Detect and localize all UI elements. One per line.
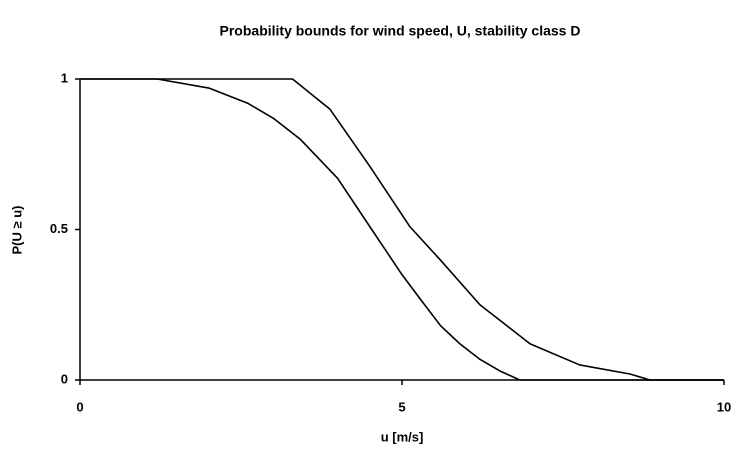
x-tick-label: 10 <box>717 399 731 414</box>
chart-title: Probability bounds for wind speed, U, st… <box>220 23 581 39</box>
x-tick-label: 5 <box>398 399 405 414</box>
line-series <box>80 78 724 381</box>
y-tick-label: 1 <box>61 70 68 85</box>
x-tick-label: 0 <box>76 399 83 414</box>
y-axis-label: P(U ≥ u) <box>9 205 24 254</box>
y-tick-label: 0 <box>61 371 68 386</box>
line-series <box>80 78 724 381</box>
y-tick-label: 0.5 <box>50 221 68 236</box>
x-axis-label: u [m/s] <box>381 429 424 444</box>
